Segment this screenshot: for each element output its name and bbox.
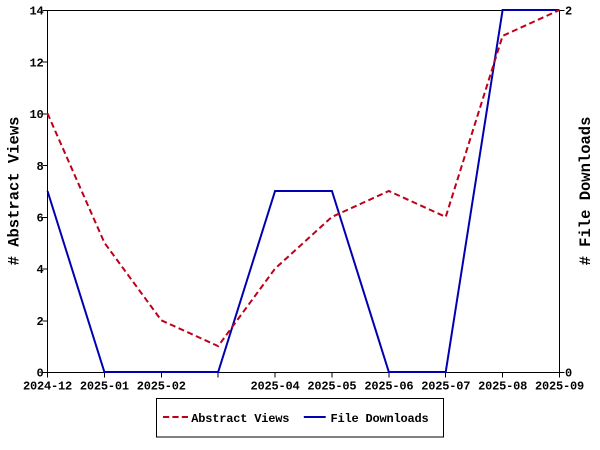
svg-text:2024-12: 2024-12 bbox=[23, 380, 72, 394]
svg-text:2025-07: 2025-07 bbox=[421, 380, 470, 394]
svg-text:2025-05: 2025-05 bbox=[307, 380, 356, 394]
svg-text:10: 10 bbox=[29, 108, 43, 122]
svg-text:Abstract Views: Abstract Views bbox=[191, 412, 289, 426]
svg-text:2: 2 bbox=[565, 5, 572, 19]
svg-text:0: 0 bbox=[565, 367, 572, 381]
svg-text:12: 12 bbox=[29, 56, 43, 70]
svg-text:2025-06: 2025-06 bbox=[364, 380, 413, 394]
svg-text:File Downloads: File Downloads bbox=[331, 412, 429, 426]
svg-text:4: 4 bbox=[36, 263, 43, 277]
svg-text:2025-02: 2025-02 bbox=[137, 380, 186, 394]
svg-text:14: 14 bbox=[29, 5, 43, 19]
svg-text:2025-09: 2025-09 bbox=[535, 380, 584, 394]
svg-text:0: 0 bbox=[36, 367, 43, 381]
svg-text:2025-04: 2025-04 bbox=[251, 380, 300, 394]
svg-text:2025-08: 2025-08 bbox=[478, 380, 527, 394]
svg-text:# Abstract Views: # Abstract Views bbox=[6, 117, 24, 266]
svg-text:8: 8 bbox=[36, 160, 43, 174]
svg-text:2025-01: 2025-01 bbox=[80, 380, 129, 394]
svg-text:6: 6 bbox=[36, 212, 43, 226]
svg-text:2: 2 bbox=[36, 315, 43, 329]
svg-text:# File Downloads: # File Downloads bbox=[577, 117, 595, 266]
